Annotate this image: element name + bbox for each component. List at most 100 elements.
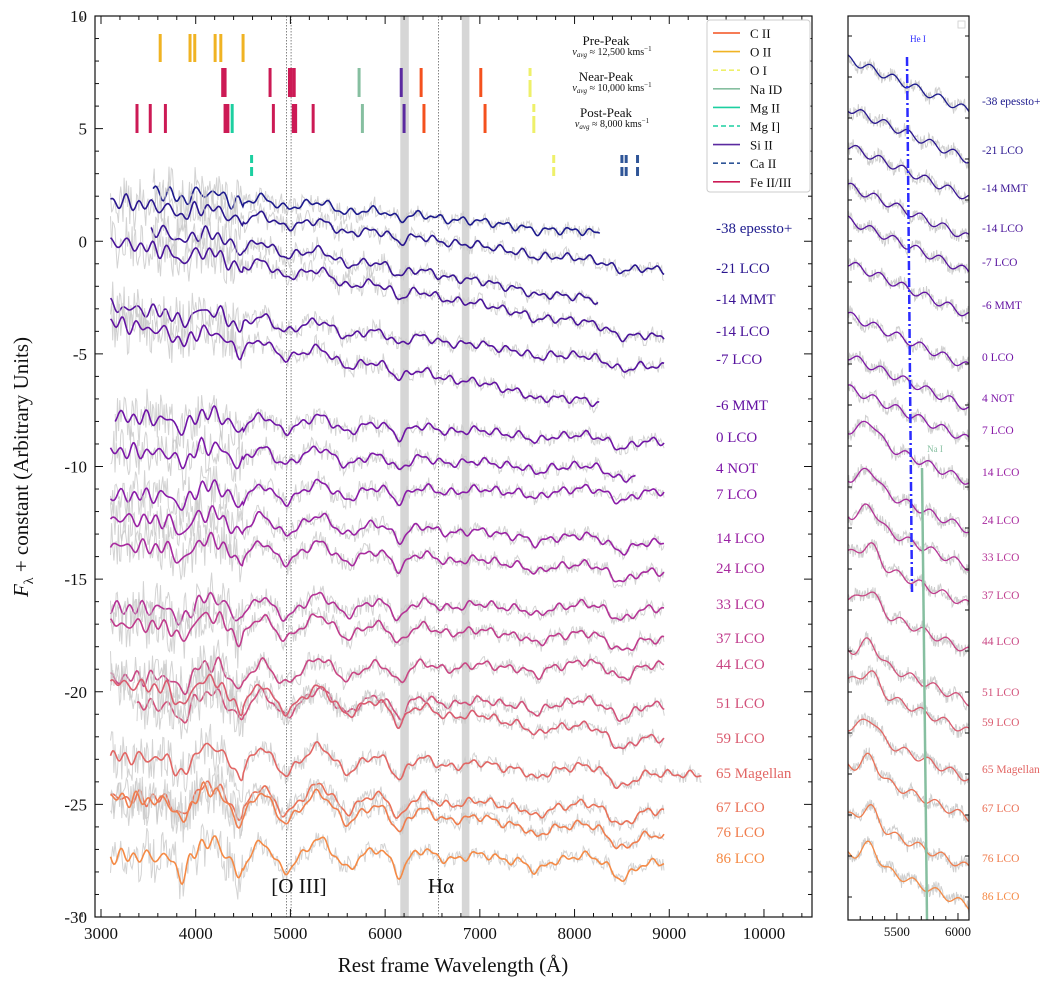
smoothed-spectrum xyxy=(109,673,665,750)
smoothed-spectrum xyxy=(152,185,601,237)
legend-label: Mg I] xyxy=(750,119,780,134)
epoch-group-velocity: vavg ≈ 12,500 kms−1 xyxy=(572,45,652,59)
zoom-smoothed-spectrum xyxy=(847,467,970,534)
zoom-series-label: 67 LCO xyxy=(982,803,1019,815)
velocity-subscript: avg xyxy=(579,123,590,131)
series-label: 44 LCO xyxy=(716,657,765,673)
zoom-series-label: 24 LCO xyxy=(982,515,1019,527)
legend-label: O I xyxy=(750,63,767,78)
na-i-line xyxy=(920,467,929,921)
zoom-raw-spectrum xyxy=(847,538,970,609)
annotation-halpha: Hα xyxy=(428,874,454,898)
zoom-series-label: 7 LCO xyxy=(982,425,1014,437)
series-label: 33 LCO xyxy=(716,597,765,613)
series-label: 65 Magellan xyxy=(716,766,792,782)
smoothed-spectrum xyxy=(109,436,636,483)
series-label: 67 LCO xyxy=(716,800,765,816)
smoothed-spectrum xyxy=(109,478,665,511)
x-tick-label: 7000 xyxy=(463,924,497,943)
zoom-series-label: 37 LCO xyxy=(982,590,1019,602)
legend-box xyxy=(706,19,811,193)
velocity-unit-exponent: −1 xyxy=(644,45,652,53)
smoothed-spectrum xyxy=(109,835,665,886)
series-label: -6 MMT xyxy=(716,398,768,414)
velocity-symbol: v xyxy=(575,119,580,130)
x-axis-label: Rest frame Wavelength (Å) xyxy=(338,953,569,977)
zoom-series-label: 59 LCO xyxy=(982,717,1019,729)
epoch-group-title: Near-Peak xyxy=(579,69,634,84)
zoom-series-label: 14 LCO xyxy=(982,467,1019,479)
zoom-series-label: 33 LCO xyxy=(982,552,1019,564)
series-label: 59 LCO xyxy=(716,731,765,747)
y-tick-label: -10 xyxy=(64,458,87,477)
y-axis-label-symbol: F xyxy=(9,584,33,598)
zoom-smoothed-spectrum xyxy=(847,311,970,367)
zoom-frame xyxy=(847,15,970,921)
zoom-raw-spectrum xyxy=(847,502,970,576)
zoom-series-label: 51 LCO xyxy=(982,687,1019,699)
epoch-group-title: Pre-Peak xyxy=(583,33,630,48)
zoom-smoothed-spectrum xyxy=(847,420,970,485)
series-label: -14 LCO xyxy=(716,324,770,340)
zoom-smoothed-spectrum xyxy=(847,637,970,707)
smoothed-spectrum xyxy=(109,316,600,408)
smoothed-spectrum xyxy=(109,237,665,343)
series-label: -21 LCO xyxy=(716,261,770,277)
epoch-group-title: Post-Peak xyxy=(580,105,633,120)
zoom-smoothed-spectrum xyxy=(847,804,970,867)
zoom-x-tick-label: 5500 xyxy=(884,924,910,939)
he-i-line xyxy=(905,56,914,593)
zoom-raw-spectrum xyxy=(847,747,970,823)
zoom-smoothed-spectrum xyxy=(847,542,970,605)
legend-label: O II xyxy=(750,45,771,60)
zoom-smoothed-spectrum xyxy=(847,752,970,823)
zoom-series-label: -6 MMT xyxy=(982,300,1022,312)
legend: C II O II O I Na ID Mg II Mg I] Si II Ca II Fe I… xyxy=(706,19,811,193)
y-tick-label: -5 xyxy=(73,345,87,364)
legend-label: C II xyxy=(750,26,771,41)
epoch-group-velocity: vavg ≈ 10,000 kms−1 xyxy=(572,81,652,95)
zoom-series-label: 65 Magellan xyxy=(982,764,1040,776)
zoom-series-label: -7 LCO xyxy=(982,257,1017,269)
x-tick-label: 4000 xyxy=(179,924,213,943)
series-label: 37 LCO xyxy=(716,631,765,647)
smoothed-spectrum xyxy=(109,297,665,373)
main-axes: 3000 4000 5000 6000 7000 8000 9000 10000 -30 -25 -… xyxy=(64,7,813,943)
zoom-smoothed-spectrum xyxy=(847,718,970,782)
smoothed-spectrum xyxy=(109,531,665,583)
series-label: 0 LCO xyxy=(716,430,757,446)
smoothed-spectrum xyxy=(109,505,665,556)
smoothed-spectrum xyxy=(110,193,665,276)
series-label: -14 MMT xyxy=(716,292,776,308)
legend-label: Fe II/III xyxy=(750,175,792,190)
zoom-smoothed-spectrum xyxy=(847,384,970,439)
zoom-panel: -38 epessto+ -21 LCO -14 MMT -14 LCO -7 LCO -… xyxy=(847,15,1041,939)
y-tick-label: -25 xyxy=(64,795,87,814)
smoothed-spectrum xyxy=(114,404,665,451)
raw-spectrum xyxy=(110,465,665,526)
raw-spectrum xyxy=(110,823,665,900)
smoothed-spectrum xyxy=(109,741,702,790)
x-tick-label: 8000 xyxy=(558,924,592,943)
zoom-x-tick-label: 6000 xyxy=(945,924,971,939)
zoom-smoothed-spectrum xyxy=(847,591,969,652)
smoothed-spectrum xyxy=(150,224,599,306)
zoom-raw-spectrum xyxy=(847,836,970,914)
series-label: -38 epessto+ xyxy=(716,221,792,237)
zoom-series-label: 44 LCO xyxy=(982,636,1019,648)
velocity-unit-exponent: −1 xyxy=(644,81,652,89)
zoom-smoothed-spectrum xyxy=(847,670,970,732)
legend-label: Na ID xyxy=(750,82,782,97)
zoom-series-label: -38 epessto+ xyxy=(982,96,1041,108)
legend-label: Mg II xyxy=(750,100,780,115)
zoom-series-label: 76 LCO xyxy=(982,853,1019,865)
smoothed-spectrum xyxy=(110,781,665,850)
raw-spectrum xyxy=(110,764,665,839)
series-label: 24 LCO xyxy=(716,561,765,577)
zoom-smoothed-spectrum xyxy=(847,840,970,910)
velocity-value: ≈ 12,500 kms xyxy=(587,47,644,58)
smoothed-spectrum xyxy=(110,780,665,826)
he-i-label: He I xyxy=(910,34,926,44)
zoom-smoothed-spectrum xyxy=(847,503,969,572)
velocity-symbol: v xyxy=(572,47,577,58)
